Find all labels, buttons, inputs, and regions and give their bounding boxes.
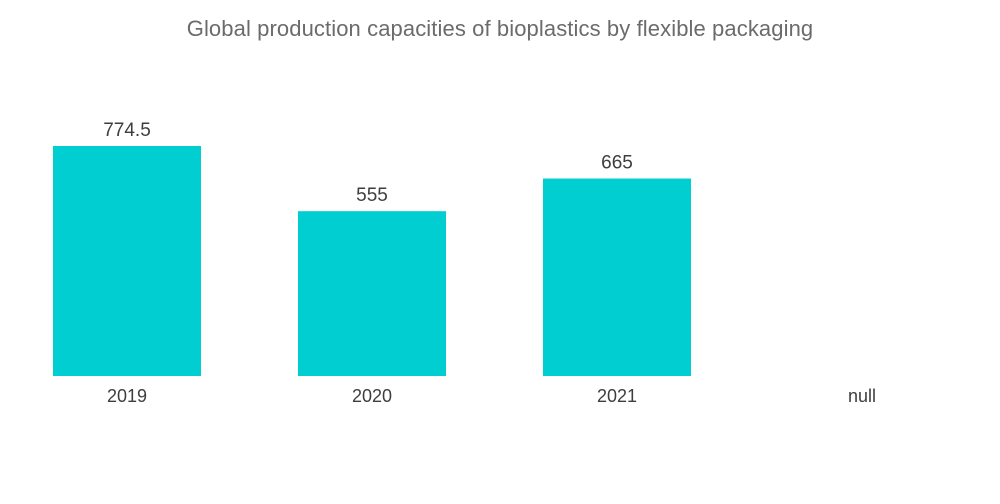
chart-title: Global production capacities of bioplast… [186,16,814,41]
x-tick-label-2020: 2020 [352,386,392,406]
data-label-2021: 665 [601,153,633,174]
bar-2019 [53,146,201,376]
data-label-2020: 555 [356,185,388,206]
data-label-2019: 774.5 [103,120,151,141]
x-tick-label-2021: 2021 [597,386,637,406]
bar-2021 [543,178,691,376]
x-tick-label-null: null [848,386,876,406]
bar-2020 [298,211,446,376]
x-tick-label-2019: 2019 [107,386,147,406]
